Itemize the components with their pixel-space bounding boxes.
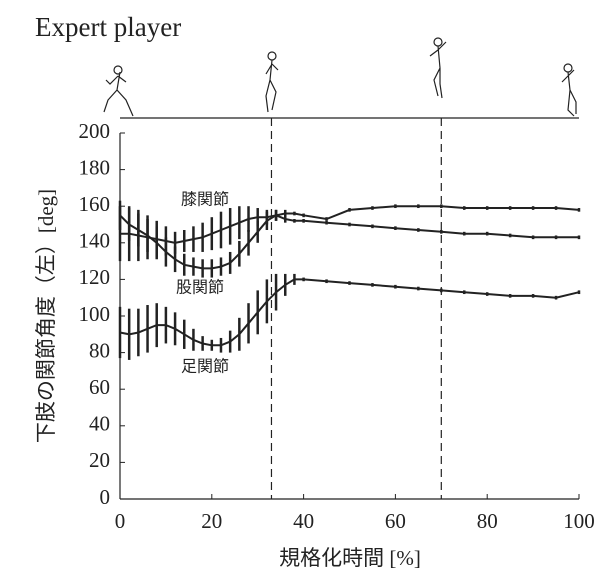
annotation: 股関節 bbox=[176, 279, 224, 297]
annotation: 足関節 bbox=[181, 358, 229, 376]
y-tick-label: 80 bbox=[89, 338, 110, 362]
x-tick-label: 20 bbox=[201, 509, 222, 533]
y-tick-label: 160 bbox=[79, 192, 111, 216]
annotation: 膝関節 bbox=[181, 191, 229, 209]
stick-figures bbox=[104, 38, 576, 116]
x-tick-label: 40 bbox=[293, 509, 314, 533]
x-tick-label: 100 bbox=[563, 509, 595, 533]
y-tick-label: 0 bbox=[100, 485, 111, 509]
chart: Expert player 下肢の関節角度（左）[deg] 規格化時間 [%] … bbox=[0, 0, 603, 581]
x-tick-label: 0 bbox=[115, 509, 126, 533]
y-tick-label: 100 bbox=[79, 302, 111, 326]
y-tick-label: 140 bbox=[79, 229, 111, 253]
y-tick-label: 60 bbox=[89, 375, 110, 399]
y-axis-label: 下肢の関節角度（左）[deg] bbox=[34, 189, 58, 443]
y-tick-label: 120 bbox=[79, 265, 111, 289]
y-tick-label: 180 bbox=[79, 155, 111, 179]
y-tick-label: 40 bbox=[89, 412, 110, 436]
chart-title: Expert player bbox=[35, 12, 181, 42]
x-axis-label: 規格化時間 [%] bbox=[279, 546, 421, 570]
y-tick-label: 20 bbox=[89, 448, 110, 472]
x-tick-label: 80 bbox=[477, 509, 498, 533]
x-tick-label: 60 bbox=[385, 509, 406, 533]
y-tick-label: 200 bbox=[79, 119, 111, 143]
